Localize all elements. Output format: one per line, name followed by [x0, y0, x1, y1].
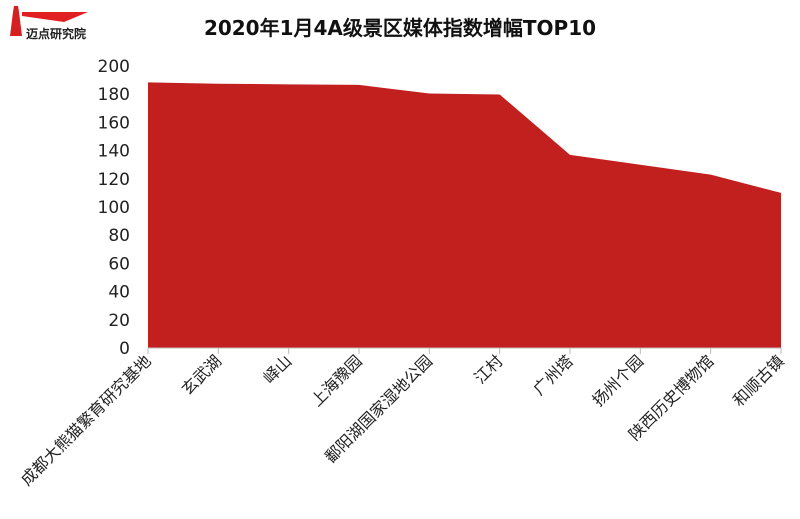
- x-tick-label: 玄武湖: [178, 351, 225, 398]
- x-tick-label: 扬州个园: [588, 351, 647, 410]
- y-tick-label: 160: [98, 113, 130, 133]
- y-tick-label: 140: [98, 142, 130, 162]
- y-tick-label: 40: [108, 283, 130, 303]
- y-tick-label: 180: [98, 85, 130, 105]
- x-tick-label: 江村: [470, 351, 506, 387]
- chart-title: 2020年1月4A级景区媒体指数增幅TOP10: [203, 16, 597, 40]
- y-tick-label: 0: [119, 339, 130, 359]
- y-tick-label: 120: [98, 170, 130, 190]
- y-tick-label: 100: [98, 198, 130, 218]
- x-tick-label: 上海豫园: [307, 351, 366, 410]
- y-tick-label: 80: [108, 226, 130, 246]
- x-tick-label: 和顺古镇: [729, 351, 788, 410]
- area-series: [148, 82, 781, 348]
- y-tick-label: 60: [108, 254, 130, 274]
- x-tick-label: 广州塔: [529, 351, 576, 398]
- logo: 迈点研究院: [4, 4, 92, 46]
- y-tick-label: 20: [108, 311, 130, 331]
- y-tick-label: 200: [98, 57, 130, 77]
- logo-text: 迈点研究院: [26, 26, 86, 41]
- x-tick-label: 成都大熊猫繁育研究基地: [17, 351, 155, 489]
- x-tick-label: 峄山: [259, 351, 295, 387]
